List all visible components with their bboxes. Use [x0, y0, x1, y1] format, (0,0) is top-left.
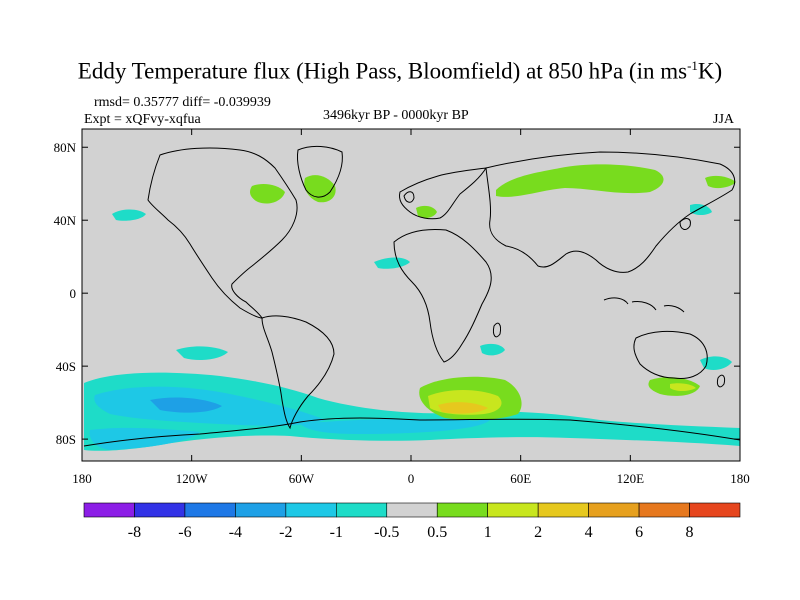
- coast-antarctica: [83, 417, 740, 447]
- pacific-east-negative: [700, 356, 732, 370]
- colorbar-swatch: [537, 502, 589, 518]
- colorbar-swatch: [134, 502, 186, 518]
- colorbar-label: 2: [534, 524, 542, 541]
- south-atlantic-peak: [438, 402, 488, 414]
- eurasia-positive: [496, 164, 664, 197]
- colorbar-label: 8: [686, 524, 694, 541]
- north-pacific-negative: [112, 209, 146, 221]
- colorbar-swatch: [588, 502, 640, 518]
- chart-title: Eddy Temperature flux (High Pass, Bloomf…: [0, 58, 800, 85]
- coastlines: [83, 145, 740, 447]
- colorbar-swatch: [235, 502, 287, 518]
- colorbar-swatch: [689, 502, 741, 518]
- coast-indonesia: [603, 297, 685, 313]
- title-end: K): [697, 58, 723, 84]
- central-atlantic-negative: [374, 257, 410, 269]
- lon-tick-label: 0: [408, 471, 415, 486]
- lat-tick-label: 80S: [56, 432, 76, 447]
- west-pacific-negative: [690, 203, 712, 215]
- colorbar-label: 1: [484, 524, 492, 541]
- colorbar-label: -0.5: [374, 524, 399, 541]
- antarctic-coast-band: [300, 418, 490, 434]
- colorbar-label: 6: [635, 524, 643, 541]
- south-pacific-negative: [176, 346, 228, 360]
- lat-tick-label: 40N: [54, 213, 77, 228]
- colorbar-label: 0.5: [427, 524, 447, 541]
- colorbar-label: -4: [229, 524, 242, 541]
- colorbar-label: 4: [585, 524, 593, 541]
- southern-ocean-core: [150, 397, 222, 413]
- longitude-axis: 180 120W 60W 0 60E 120E 180: [72, 129, 750, 486]
- colorbar-swatch: [638, 502, 690, 518]
- southern-ocean-anomaly: [84, 372, 740, 451]
- colorbar: -8 -6 -4 -2 -1 -0.5 0.5 1 2 4 6 8: [83, 502, 741, 541]
- coast-madagascar: [493, 322, 501, 338]
- coast-africa: [393, 229, 492, 363]
- latitude-axis: 80N 40N 0 40S 80S: [54, 140, 740, 447]
- colorbar-label: -2: [279, 524, 292, 541]
- colorbar-swatch: [336, 502, 388, 518]
- coast-japan: [679, 218, 691, 230]
- coast-europe: [399, 167, 487, 220]
- lon-tick-label: 120E: [617, 471, 645, 486]
- title-main: Eddy Temperature flux (High Pass, Bloomf…: [77, 58, 688, 84]
- lon-tick-label: 180: [72, 471, 92, 486]
- lon-tick-label: 60W: [289, 471, 315, 486]
- colorbar-swatch: [184, 502, 236, 518]
- colorbar-swatch: [386, 502, 438, 518]
- experiment-label: Expt = xQFvy-xqfua: [84, 112, 201, 127]
- indian-ocean-negative: [480, 343, 505, 356]
- title-superscript: -1: [687, 58, 698, 73]
- lon-tick-label: 60E: [510, 471, 531, 486]
- coast-north-america: [147, 147, 298, 319]
- europe-positive: [416, 205, 437, 219]
- colorbar-swatch: [285, 502, 337, 518]
- colorbar-label: -1: [330, 524, 343, 541]
- coast-south-america: [261, 315, 335, 430]
- anomaly-fields: [84, 164, 740, 451]
- south-indian-mid: [670, 383, 696, 391]
- coast-asia: [485, 151, 736, 273]
- colorbar-swatch: [487, 502, 539, 518]
- lon-tick-label: 180: [730, 471, 750, 486]
- colorbar-swatch: [436, 502, 488, 518]
- colorbar-label: -8: [128, 524, 141, 541]
- coast-uk: [403, 191, 415, 203]
- coast-australia: [633, 330, 708, 379]
- lon-tick-label: 120W: [176, 471, 209, 486]
- lat-tick-label: 40S: [56, 359, 76, 374]
- coast-greenland: [297, 145, 343, 198]
- north-america-positive: [250, 184, 285, 204]
- period-label: 3496kyr BP - 0000kyr BP: [323, 108, 469, 123]
- coast-new-zealand: [717, 374, 725, 388]
- east-siberia-positive: [705, 175, 736, 189]
- colorbar-swatch: [83, 502, 135, 518]
- lat-tick-label: 0: [70, 286, 77, 301]
- stats-text: rmsd= 0.35777 diff= -0.039939: [94, 95, 271, 110]
- lat-tick-label: 80N: [54, 140, 77, 155]
- colorbar-label: -6: [178, 524, 191, 541]
- south-pacific-low: [89, 427, 200, 450]
- season-label: JJA: [713, 112, 735, 127]
